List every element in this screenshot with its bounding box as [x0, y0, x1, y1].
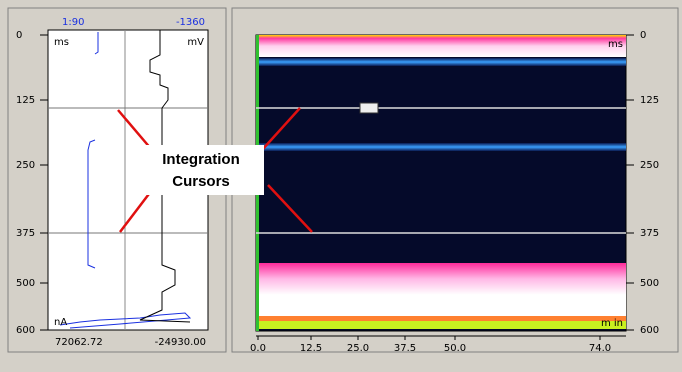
x-tick-label: 74.0: [589, 343, 611, 354]
y-tick-label: 600: [16, 325, 35, 336]
y-tick-label: 375: [16, 228, 35, 239]
trace: [139, 30, 191, 323]
band: [256, 143, 626, 151]
unit-label: m in: [601, 318, 623, 329]
band: [256, 35, 626, 57]
band: [256, 316, 626, 321]
unit-label: mV: [187, 37, 204, 48]
annotation: Cursors: [172, 173, 230, 190]
band: [256, 263, 626, 316]
scale-label: -1360: [176, 17, 205, 28]
unit-label: ms: [608, 39, 623, 50]
y-tick-label: 0: [16, 30, 22, 41]
x-label: -24930.00: [155, 337, 206, 348]
x-label: 72062.72: [55, 337, 103, 348]
y-tick-label: 375: [640, 228, 659, 239]
trace: [94, 32, 99, 55]
y-tick-label: 500: [640, 278, 659, 289]
cursor-handle[interactable]: [359, 102, 379, 114]
trace: [59, 312, 192, 329]
band: [256, 58, 626, 66]
y-tick-label: 500: [16, 278, 35, 289]
scale-label: 1:90: [62, 17, 84, 28]
unit-label: ms: [54, 37, 69, 48]
annotation: Integration: [162, 151, 240, 168]
y-tick-label: 125: [16, 95, 35, 106]
y-tick-label: 0: [640, 30, 646, 41]
x-tick-label: 12.5: [300, 343, 322, 354]
x-tick-label: 0.0: [250, 343, 266, 354]
x-tick-label: 25.0: [347, 343, 369, 354]
unit-label: nA: [54, 317, 67, 328]
y-tick-label: 125: [640, 95, 659, 106]
x-tick-label: 37.5: [394, 343, 416, 354]
y-tick-label: 250: [16, 160, 35, 171]
annotation-box: [138, 145, 264, 195]
trace: [87, 139, 96, 269]
x-tick-label: 50.0: [444, 343, 466, 354]
band: [256, 321, 626, 329]
y-tick-label: 600: [640, 325, 659, 336]
y-tick-label: 250: [640, 160, 659, 171]
